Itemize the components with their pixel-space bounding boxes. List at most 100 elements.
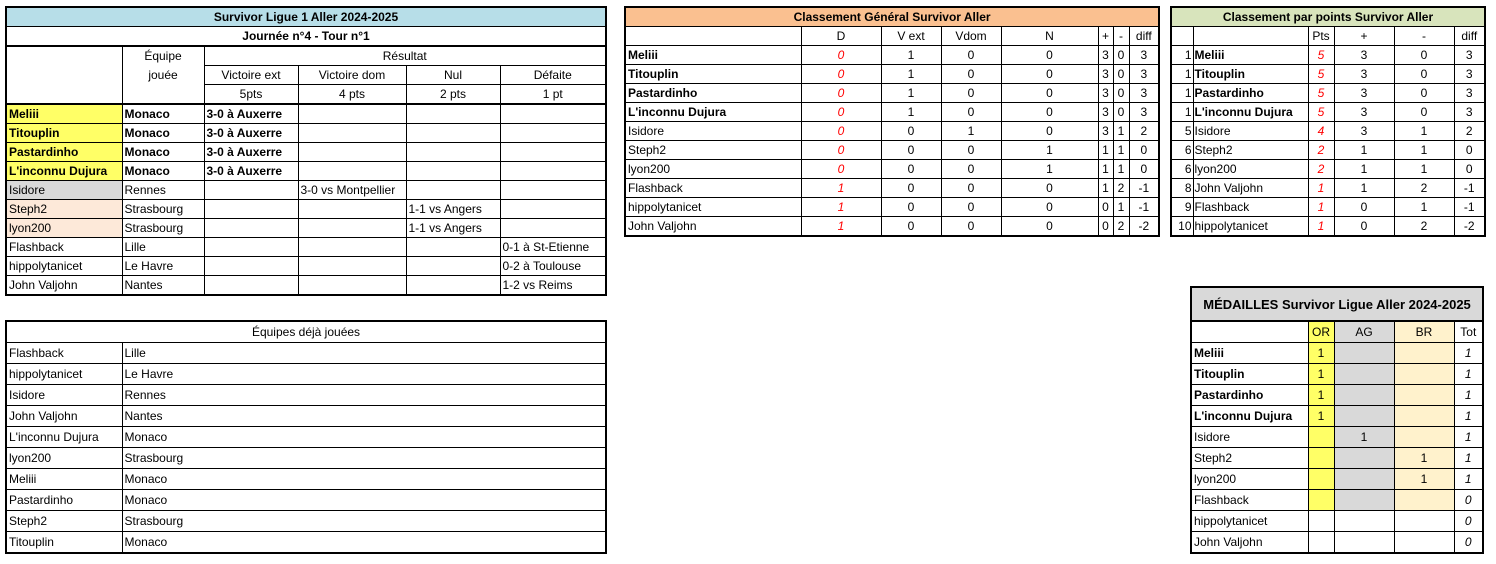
total: 1 <box>1453 426 1484 448</box>
player-name: L'inconnu Dujura <box>624 102 802 122</box>
result-dom <box>297 123 407 143</box>
goals-for: 1 <box>1333 140 1395 160</box>
column-header <box>624 26 802 46</box>
total: 1 <box>1453 384 1484 406</box>
total: 0 <box>1453 510 1484 532</box>
points: 5 <box>1307 102 1335 122</box>
column-header: - <box>1393 26 1455 46</box>
player-name: Titouplin <box>5 531 123 554</box>
category-label: Victoire ext <box>203 65 299 85</box>
result-def <box>499 103 607 124</box>
result-ext <box>203 275 299 296</box>
table-row: 6 Steph2 2 1 1 0 <box>1170 140 1486 160</box>
stat-cell: 3 <box>1097 83 1114 103</box>
player-name: Meliii <box>1192 45 1309 65</box>
result-header: Résultat <box>203 45 607 66</box>
stat-cell: 0 <box>1112 83 1130 103</box>
category-points: 2 pts <box>405 84 501 105</box>
player-name: hippolytanicet <box>1192 216 1309 237</box>
table-row: lyon200 0 0 0 1 1 1 0 <box>624 159 1160 179</box>
result-dom <box>297 218 407 238</box>
stat-cell: 3 <box>1128 45 1160 65</box>
goals-for: 3 <box>1333 64 1395 84</box>
result-def <box>499 123 607 143</box>
team-played: Strasbourg <box>121 199 205 219</box>
bronze-count: 1 <box>1393 468 1455 490</box>
stat-cell: 0 <box>940 102 1002 122</box>
gold-count: 1 <box>1307 363 1335 385</box>
goal-diff: -1 <box>1453 178 1486 198</box>
column-header: V ext <box>880 26 942 46</box>
table-row: hippolytanicet Le Havre <box>5 363 607 385</box>
table-row: 1 Meliii 5 3 0 3 <box>1170 45 1486 65</box>
rank: 6 <box>1170 140 1194 160</box>
player-name: Pastardinho <box>5 489 123 511</box>
silver-count <box>1333 384 1395 406</box>
stat-cell: 1 <box>1097 178 1114 198</box>
gold-count <box>1307 426 1335 448</box>
player-name: John Valjohn <box>1192 178 1309 198</box>
player-name: hippolytanicet <box>1190 510 1309 532</box>
player-name: Pastardinho <box>5 142 123 162</box>
stat-cell: 0 <box>1000 83 1099 103</box>
stat-cell: 3 <box>1097 64 1114 84</box>
stat-cell: 1 <box>1112 197 1130 217</box>
medals-title: MÉDAILLES Survivor Ligue Aller 2024-2025 <box>1190 286 1484 322</box>
stat-cell: 1 <box>800 197 882 217</box>
player-name: Isidore <box>5 180 123 200</box>
silver-count <box>1333 363 1395 385</box>
table-row: Flashback Lille 0-1 à St-Etienne <box>5 237 607 257</box>
result-def <box>499 142 607 162</box>
table-row: Steph2 1 1 <box>1190 447 1484 469</box>
table-row: hippolytanicet Le Havre 0-2 à Toulouse <box>5 256 607 276</box>
result-ext: 3-0 à Auxerre <box>203 142 299 162</box>
goals-for: 0 <box>1333 197 1395 217</box>
goals-against: 1 <box>1393 159 1455 179</box>
player-name: Steph2 <box>5 199 123 219</box>
goals-against: 2 <box>1393 216 1455 237</box>
result-ext <box>203 218 299 238</box>
goals-against: 0 <box>1393 45 1455 65</box>
result-def <box>499 218 607 238</box>
team-played: Strasbourg <box>121 218 205 238</box>
stat-cell: 0 <box>880 121 942 141</box>
player-name: L'inconnu Dujura <box>5 161 123 181</box>
stat-cell: 0 <box>1000 216 1099 237</box>
result-dom <box>297 161 407 181</box>
table-row: Titouplin 0 1 0 0 3 0 3 <box>624 64 1160 84</box>
stat-cell: 0 <box>800 64 882 84</box>
goal-diff: 3 <box>1453 102 1486 122</box>
team-played: Le Havre <box>121 256 205 276</box>
player-name: Titouplin <box>1192 64 1309 84</box>
stat-cell: 0 <box>800 140 882 160</box>
team-name: Monaco <box>121 489 607 511</box>
rank: 1 <box>1170 102 1194 122</box>
stat-cell: 1 <box>1112 121 1130 141</box>
points: 1 <box>1307 216 1335 237</box>
goals-against: 1 <box>1393 140 1455 160</box>
player-name: Steph2 <box>1192 140 1309 160</box>
category-label: Nul <box>405 65 501 85</box>
table-row: 9 Flashback 1 0 1 -1 <box>1170 197 1486 217</box>
gold-count <box>1307 510 1335 532</box>
table-row: Steph2 Strasbourg 1-1 vs Angers <box>5 199 607 219</box>
stat-cell: 1 <box>880 64 942 84</box>
table-row: Titouplin 1 1 <box>1190 363 1484 385</box>
table-row: Flashback 0 <box>1190 489 1484 511</box>
stat-cell: 0 <box>940 64 1002 84</box>
gold-count: 1 <box>1307 405 1335 427</box>
column-header: N <box>1000 26 1099 46</box>
result-nul: 1-1 vs Angers <box>405 199 501 219</box>
player-name: Flashback <box>1192 197 1309 217</box>
result-def <box>499 161 607 181</box>
stat-cell: 1 <box>1097 140 1114 160</box>
table-row: lyon200 Strasbourg <box>5 447 607 469</box>
goals-for: 3 <box>1333 102 1395 122</box>
stat-cell: 0 <box>1097 197 1114 217</box>
goals-for: 3 <box>1333 45 1395 65</box>
stat-cell: 0 <box>880 159 942 179</box>
player-name: lyon200 <box>5 218 123 238</box>
player-name: Meliii <box>1190 342 1309 364</box>
player-name: Isidore <box>5 384 123 406</box>
